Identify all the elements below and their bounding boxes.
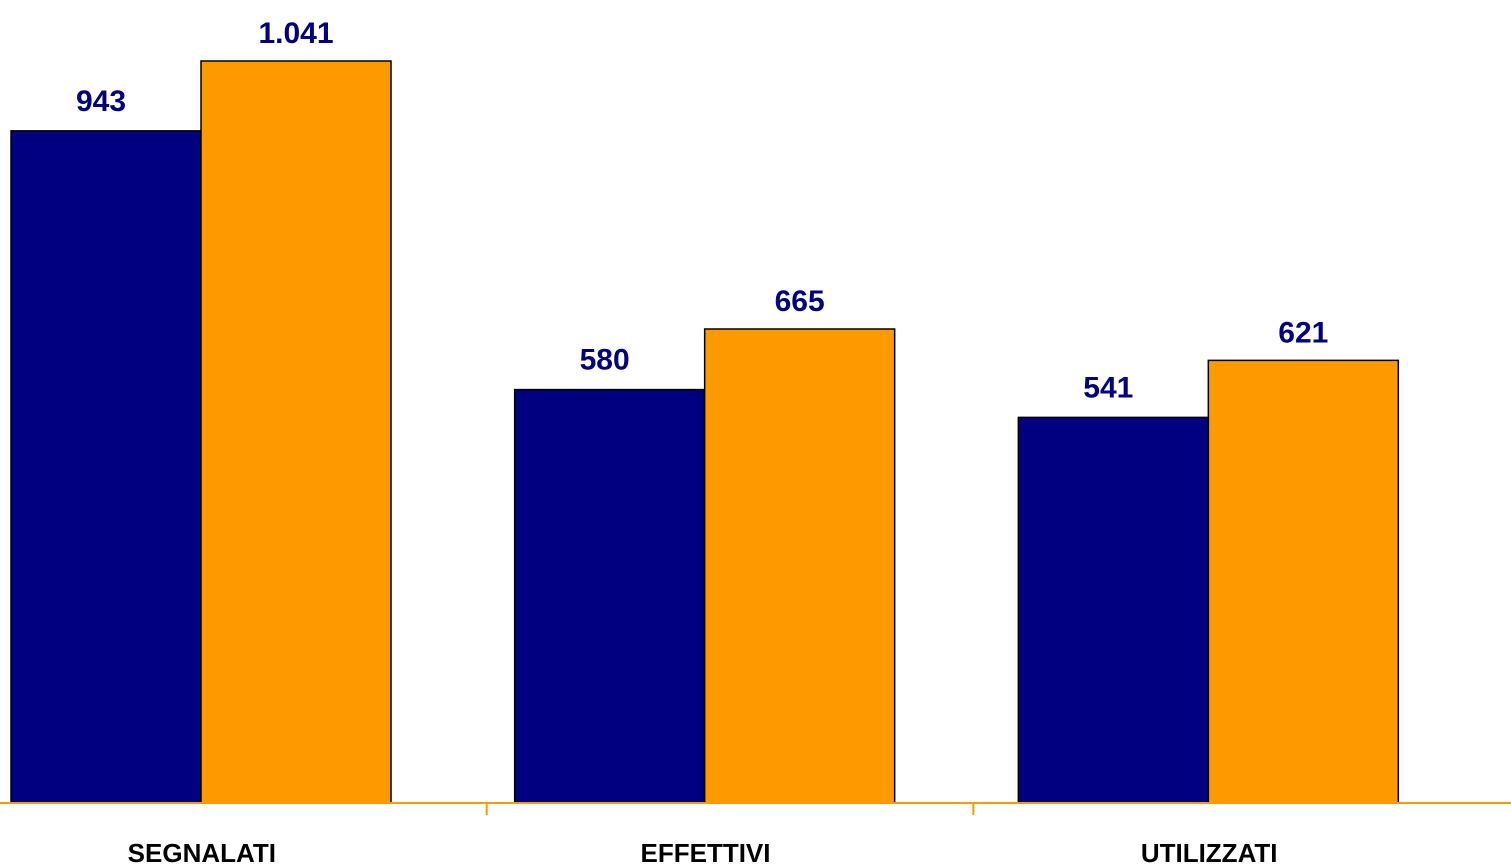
- value-label-segnalati-series-1: 943: [76, 85, 126, 118]
- value-label-effettivi-series-1: 580: [580, 344, 630, 377]
- bar-segnalati-series-1: [10, 130, 202, 804]
- value-label-utilizzati-series-2: 621: [1278, 316, 1328, 349]
- value-label-effettivi-series-2: 665: [775, 285, 825, 318]
- value-label-segnalati-series-2: 1.041: [258, 17, 333, 50]
- value-labels-layer: 943 1.041 580 665 541 621: [76, 17, 1328, 404]
- bar-effettivi-series-1: [513, 388, 706, 804]
- bar-utilizzati-series-1: [1017, 416, 1210, 804]
- x-axis: [0, 802, 1511, 815]
- category-label-segnalati: SEGNALATI: [128, 838, 276, 867]
- bar-utilizzati-series-2: [1207, 359, 1400, 804]
- category-label-effettivi: EFFETTIVI: [641, 838, 771, 867]
- bars-layer: [10, 60, 1400, 804]
- bar-segnalati-series-2: [200, 60, 392, 804]
- bar-effettivi-series-2: [703, 328, 896, 804]
- value-label-utilizzati-series-1: 541: [1083, 371, 1133, 404]
- category-label-utilizzati: UTILIZZATI: [1141, 838, 1278, 867]
- category-labels-layer: SEGNALATI EFFETTIVI UTILIZZATI: [128, 838, 1278, 867]
